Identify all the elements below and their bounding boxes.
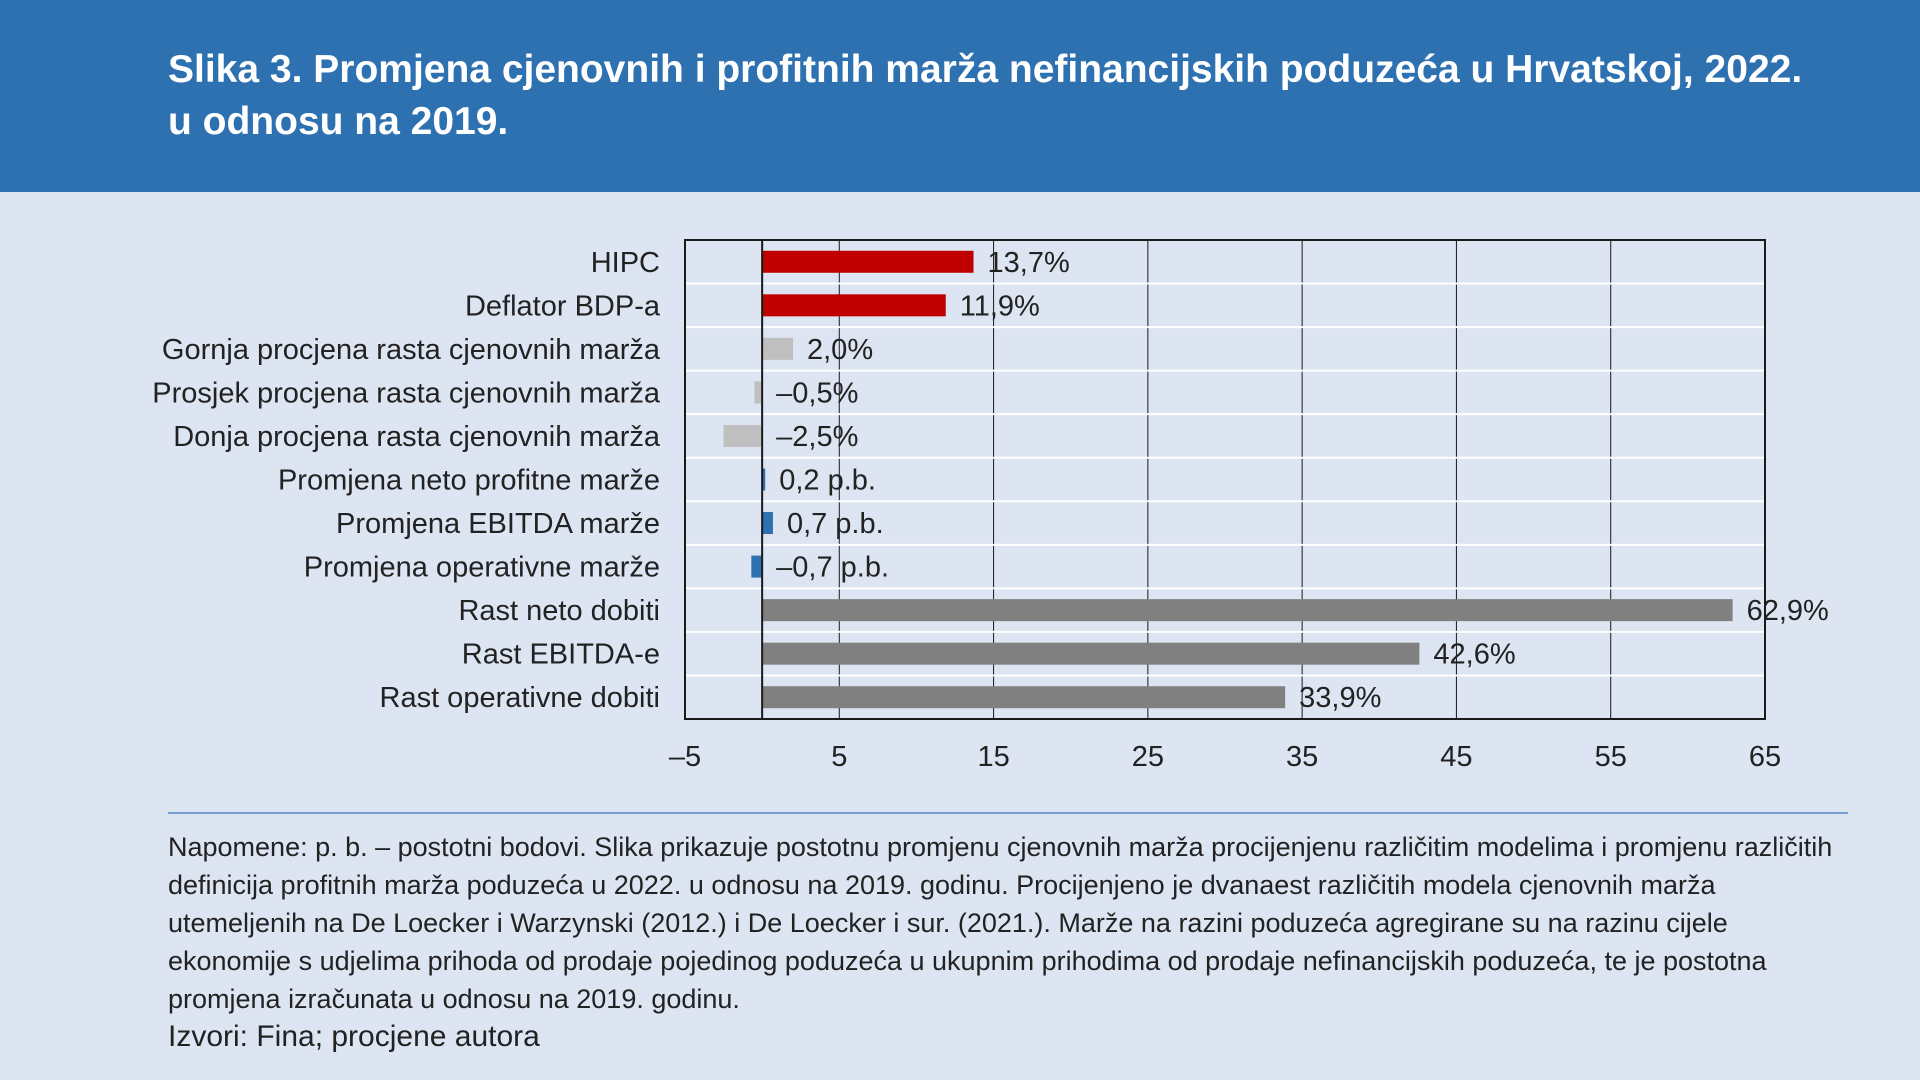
category-label: Donja procjena rasta cjenovnih marža xyxy=(173,421,661,453)
value-label: –0,5% xyxy=(776,377,858,409)
value-label: 13,7% xyxy=(988,247,1070,279)
header-banner: Slika 3. Promjena cjenovnih i profitnih … xyxy=(0,0,1920,192)
value-labels: 13,7% 11,9% 2,0% –0,5% –2,5% 0,2 p.b. 0,7 p.b.… xyxy=(776,247,1829,714)
category-label: HIPC xyxy=(591,247,660,279)
bar xyxy=(754,381,763,404)
category-label: Deflator BDP-a xyxy=(465,290,661,322)
category-labels: HIPC Deflator BDP-a Gornja procjena rasta … xyxy=(152,247,661,714)
x-tick-label: 45 xyxy=(1440,741,1472,773)
value-label: 62,9% xyxy=(1747,595,1829,627)
divider-line xyxy=(168,812,1848,814)
bar xyxy=(723,424,763,447)
x-tick-label: 35 xyxy=(1286,741,1318,773)
figure-title: Slika 3. Promjena cjenovnih i profitnih … xyxy=(168,48,1803,143)
grid-lines xyxy=(684,240,1766,719)
category-label: Prosjek procjena rasta cjenovnih marža xyxy=(152,377,661,409)
value-label: 2,0% xyxy=(807,334,873,366)
sources-text: Izvori: Fina; procjene autora xyxy=(168,1020,540,1053)
notes-text: Napomene: p. b. – postotni bodovi. Slika… xyxy=(168,832,1833,1014)
value-label: 33,9% xyxy=(1299,682,1381,714)
value-label: 0,2 p.b. xyxy=(779,465,876,497)
category-label: Promjena operativne marže xyxy=(304,552,660,584)
category-label: Rast EBITDA-e xyxy=(462,639,660,671)
plot-area xyxy=(685,240,1765,719)
category-label: Promjena neto profitne marže xyxy=(278,465,660,497)
x-tick-label: 55 xyxy=(1595,741,1627,773)
category-label: Gornja procjena rasta cjenovnih marža xyxy=(162,334,661,366)
bar xyxy=(762,599,1733,622)
x-tick-label: 25 xyxy=(1132,741,1164,773)
bar xyxy=(751,555,763,578)
value-label: 42,6% xyxy=(1433,639,1515,671)
category-label: Rast operativne dobiti xyxy=(380,682,661,714)
bars xyxy=(723,250,1733,709)
value-label: 0,7 p.b. xyxy=(787,508,884,540)
value-label: 11,9% xyxy=(960,290,1040,322)
value-label: –2,5% xyxy=(776,421,858,453)
bar xyxy=(762,468,766,491)
bar xyxy=(762,686,1286,709)
value-label: –0,7 p.b. xyxy=(776,552,889,584)
x-axis-tick-labels: –5 5 15 25 35 45 55 65 xyxy=(669,741,1781,773)
bar xyxy=(762,294,946,317)
bar xyxy=(762,250,974,273)
bar xyxy=(762,642,1420,665)
bar-chart: HIPC Deflator BDP-a Gornja procjena rasta … xyxy=(152,239,1829,773)
category-label: Promjena EBITDA marže xyxy=(336,508,660,540)
plot-frame xyxy=(684,239,1766,720)
x-tick-label: 65 xyxy=(1749,741,1781,773)
x-tick-label: 5 xyxy=(831,741,847,773)
x-tick-label: 15 xyxy=(977,741,1009,773)
bar xyxy=(762,512,773,535)
x-tick-label: –5 xyxy=(669,741,701,773)
bar xyxy=(762,337,793,360)
category-label: Rast neto dobiti xyxy=(458,595,660,627)
